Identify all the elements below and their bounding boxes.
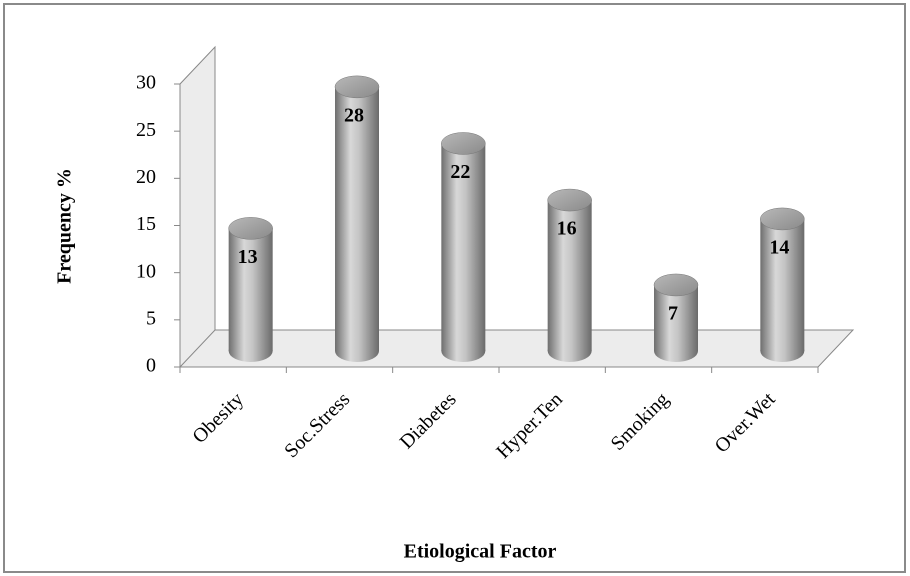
bar-top — [760, 207, 805, 231]
back-wall — [179, 45, 216, 369]
bar — [441, 143, 486, 351]
bar-top — [228, 217, 273, 240]
bar-top — [547, 188, 592, 212]
y-tick-label: 20 — [136, 166, 156, 188]
y-tick-label: 30 — [136, 72, 156, 94]
y-tick-label: 15 — [136, 213, 156, 235]
bar-top — [653, 273, 699, 297]
data-label: 16 — [557, 218, 577, 240]
floor — [178, 329, 855, 368]
x-axis-title: Etiological Factor — [404, 541, 557, 563]
bar-top — [441, 132, 486, 155]
y-tick-label: 5 — [146, 307, 156, 329]
data-label: 13 — [238, 246, 258, 268]
data-label: 28 — [344, 104, 364, 126]
data-label: 14 — [769, 237, 789, 259]
y-axis-title: Frequency % — [54, 168, 76, 284]
y-tick-label: 10 — [136, 260, 156, 282]
bar — [228, 228, 273, 351]
y-tick-label: 25 — [136, 119, 156, 141]
bar — [547, 200, 592, 351]
data-label: 22 — [450, 161, 470, 183]
bar — [760, 218, 805, 351]
bar-top — [334, 75, 380, 99]
y-tick-label: 0 — [146, 355, 156, 377]
bar — [335, 86, 379, 351]
data-label: 7 — [668, 303, 678, 325]
